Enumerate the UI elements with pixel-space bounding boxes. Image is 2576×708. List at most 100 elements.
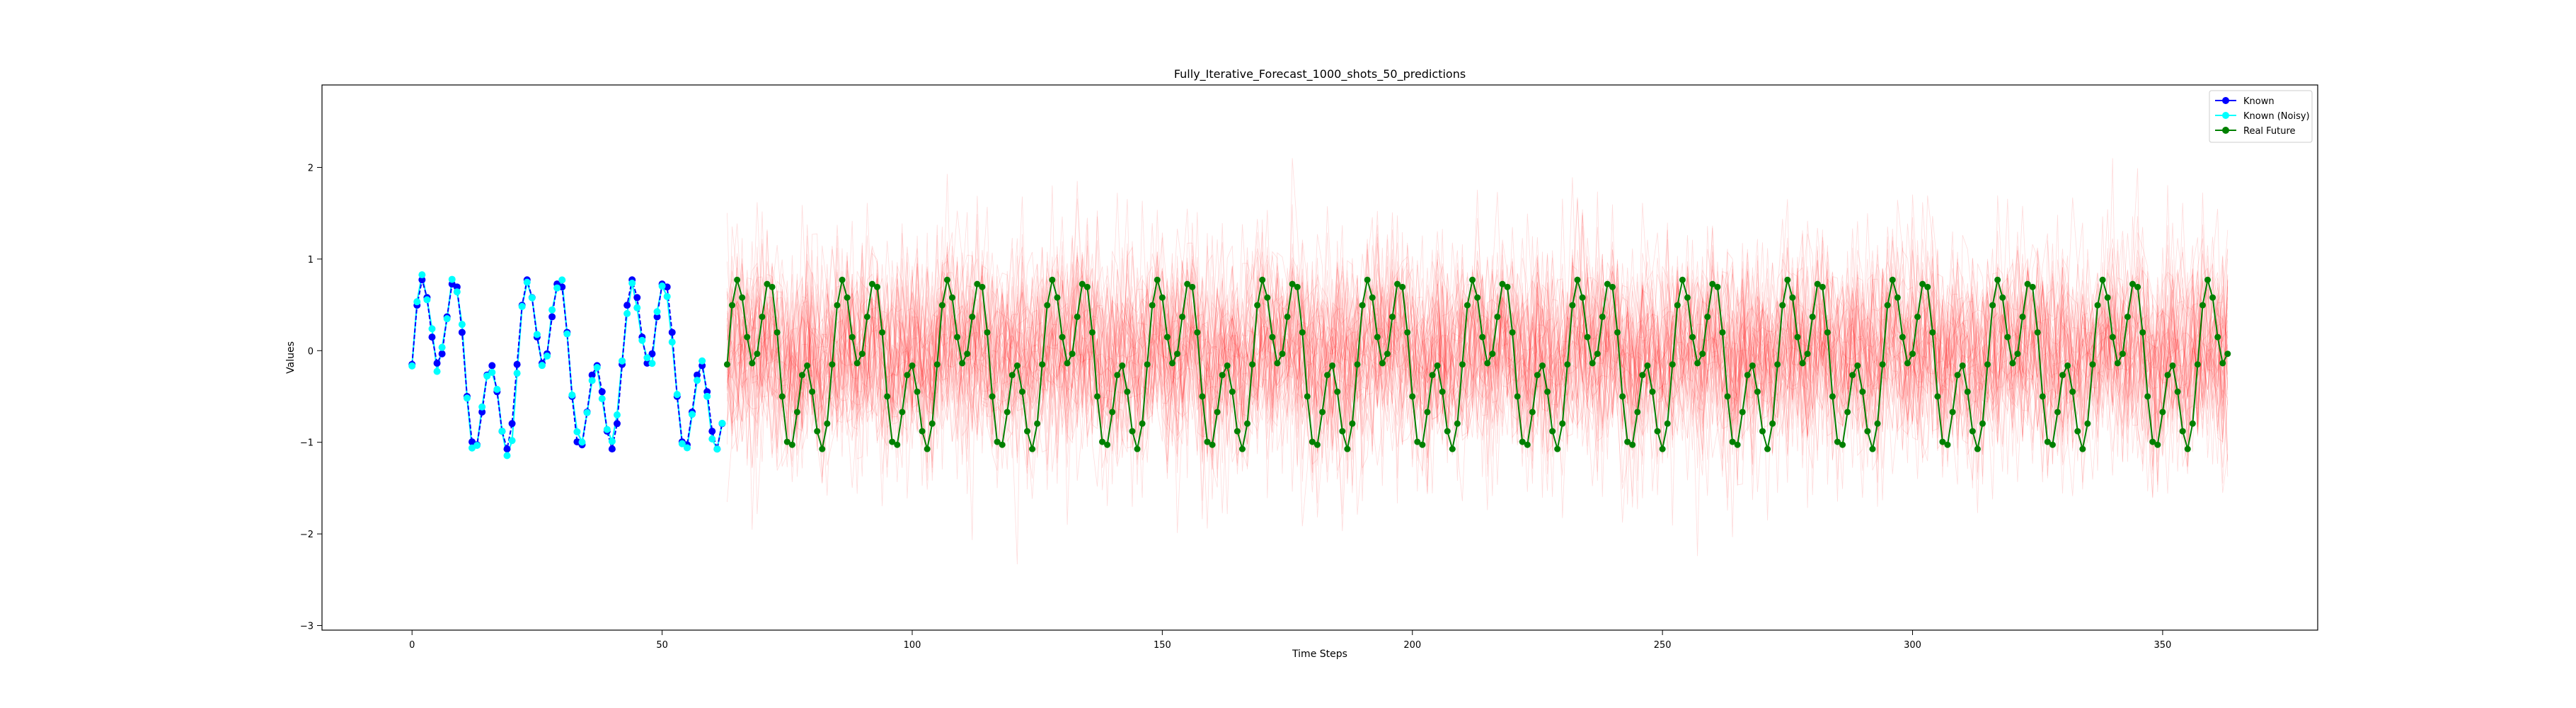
real-future-point [1179,313,1186,320]
real-future-point [1163,333,1171,341]
known-noisy-point [593,363,601,371]
known-noisy-point [718,419,726,427]
known-point [613,420,621,428]
real-future-point [1249,361,1256,368]
prediction-paths [727,158,2229,565]
real-future-point [849,333,856,341]
known-noisy-point [573,428,581,435]
known-noisy-point [503,452,511,459]
known-point [694,371,701,379]
chart-title: Fully_Iterative_Forecast_1000_shots_50_p… [1174,67,1466,81]
real-future-point [1529,409,1536,416]
real-future-point [1659,445,1666,452]
y-tick-label: −1 [300,438,314,449]
real-future-point [1909,350,1916,358]
real-future-point [1379,360,1386,367]
real-future-point [1664,420,1671,427]
real-future-point [1494,313,1501,320]
real-future-point [1404,329,1411,336]
real-future-point [1139,420,1146,427]
real-future-point [1734,441,1741,448]
known-point [548,313,556,321]
real-future-point [1289,280,1296,287]
real-future-point [1064,360,1071,367]
known-noisy-point [558,276,566,284]
real-future-point [1719,329,1726,336]
real-future-point [984,329,991,336]
real-future-point [1234,428,1241,435]
real-future-point [1244,420,1251,427]
real-future-point [2014,350,2021,358]
real-future-point [1634,409,1641,416]
real-future-point [1919,280,1926,287]
real-future-point [1964,388,1971,395]
real-future-point [884,393,891,400]
real-future-point [1584,333,1591,341]
prediction-path [727,168,2229,496]
prediction-path [727,185,2229,513]
real-future-point [1399,283,1406,290]
real-future-point [1999,294,2006,301]
real-future-point [2124,313,2131,320]
real-future-point [1449,445,1456,452]
real-future-point [2104,294,2111,301]
y-tick-label: 2 [308,163,314,173]
real-future-point [1029,445,1036,452]
legend-label: Known [2243,96,2275,107]
real-future-point [1869,445,1876,452]
real-future-point [1674,302,1681,309]
real-future-point [1088,329,1096,336]
known-point [503,445,511,453]
real-future-point [1459,361,1466,368]
real-future-point [1129,428,1136,435]
real-future-point [1694,360,1701,367]
real-future-point [954,333,961,341]
known-noisy-point [508,437,516,445]
real-future-point [899,409,906,416]
known-noisy-point [438,343,446,351]
real-future-point [1874,420,1881,427]
real-future-point [739,294,746,301]
prediction-path [727,173,2229,496]
prediction-path [727,217,2229,518]
real-future-point [1339,428,1346,435]
real-future-point [1714,283,1721,290]
x-tick-label: 250 [1654,640,1672,651]
prediction-path [727,190,2229,518]
real-future-point [1724,393,1731,400]
real-future-point [1994,276,2001,283]
known-noisy-point [518,302,526,310]
known-noisy-point [523,278,531,286]
real-future-point [2139,329,2146,336]
real-future-point [1744,372,1751,379]
real-future-point [1559,420,1566,427]
real-future-point [1024,428,1031,435]
known-point [488,362,496,370]
real-future-point [783,438,790,445]
real-future-point [2164,372,2171,379]
real-future-point [858,350,866,358]
known-noisy-point [633,304,641,312]
real-future-point [943,276,950,283]
real-future-point [2084,420,2091,427]
x-tick-label: 350 [2154,640,2171,651]
prediction-path [727,199,2229,498]
real-future-point [1304,393,1311,400]
prediction-path [727,195,2229,497]
real-future-point [2029,283,2036,290]
known-noisy-point [473,442,481,450]
real-future-point [778,393,786,400]
real-future-point [1214,409,1221,416]
known-noisy-point [713,445,721,453]
real-future-point [2189,420,2196,427]
known-noisy-point [703,392,711,400]
prediction-path [727,206,2229,511]
prediction-path [727,211,2229,530]
real-future-point [1729,438,1736,445]
real-future-point [1489,350,1496,358]
real-future-point [1519,438,1526,445]
series-markers [408,271,2231,459]
prediction-path [727,208,2229,508]
prediction-path [727,216,2229,506]
real-future-point [1093,393,1100,400]
